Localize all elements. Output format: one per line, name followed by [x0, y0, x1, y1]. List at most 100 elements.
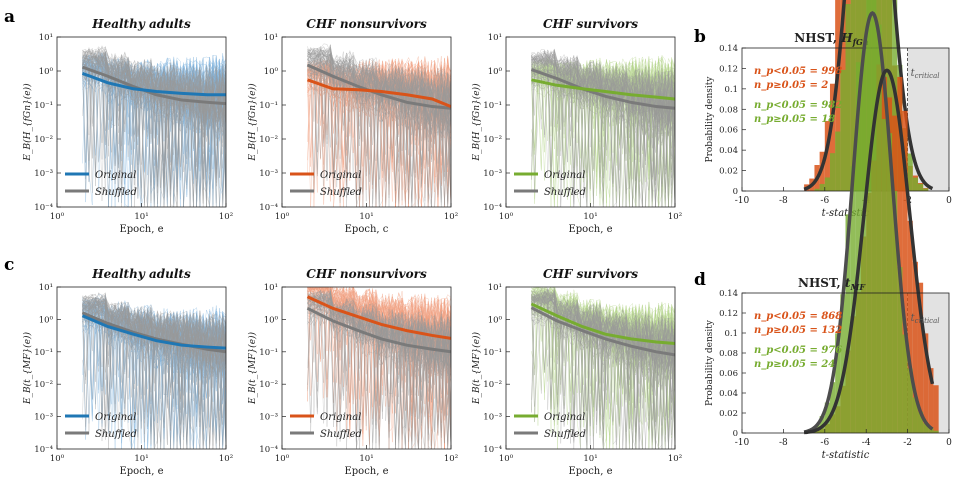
green-histogram-bar: [892, 190, 898, 433]
y-axis-label: E_B(t_{MF}(e)): [471, 331, 482, 405]
y-tick-label: 10⁰: [39, 67, 54, 77]
y-tick-label: 10⁰: [488, 67, 503, 77]
shuffled-mean-line: [530, 306, 675, 357]
y-tick-label: 10⁻¹: [34, 101, 53, 111]
original-mean-line: [530, 302, 675, 346]
y-tick-label: 0.14: [719, 44, 738, 54]
green-histogram-bar: [814, 188, 820, 191]
shuffled-mean-line: [530, 68, 675, 110]
green-histogram-bar: [835, 333, 841, 433]
x-tick-label: 10¹: [583, 212, 597, 222]
panel-traces-2: [530, 47, 675, 207]
orange-count-significant: n_p<0.05 = 868: [754, 311, 842, 322]
y-tick-label: 10¹: [488, 283, 502, 293]
x-tick-label: 10¹: [583, 454, 597, 464]
y-tick-label: 10⁻⁴: [259, 445, 278, 455]
y-tick-label: 10⁻²: [483, 380, 502, 390]
x-tick-label: 10⁰: [499, 454, 514, 464]
orange-histogram-bar: [912, 261, 918, 433]
y-axis-label: E_B(H_{fGn}(e)): [247, 83, 258, 162]
y-tick-label: 10⁻³: [483, 169, 502, 179]
y-tick-label: 0.02: [719, 409, 738, 419]
panel-traces-3: [81, 292, 226, 449]
x-tick-label: 10¹: [359, 454, 373, 464]
x-tick-label: -8: [779, 196, 788, 206]
y-tick-label: 10⁰: [264, 315, 279, 325]
legend-original-label: Original: [544, 170, 585, 181]
y-tick-label: 10⁻¹: [259, 348, 278, 358]
y-tick-label: 10⁻⁴: [259, 203, 278, 213]
shuffled-mean-line: [81, 311, 226, 354]
x-tick-label: -6: [820, 438, 829, 448]
green-histogram-bar: [855, 62, 862, 434]
hist-panel-d: -10 -8 -6 -4 -2 0 0 0.02 0.04 0.06 0.08 0.1 0.12 0.14…: [705, 0, 952, 461]
green-count-nonsignificant: n_p≥0.05 = 18: [754, 114, 835, 125]
title-symbol: H: [840, 31, 853, 45]
panel-traces-4: [306, 287, 451, 449]
y-tick-label: 10⁻⁴: [34, 445, 53, 455]
x-tick-label: -8: [779, 438, 788, 448]
y-tick-label: 10⁻³: [34, 413, 53, 423]
x-axis-label: Epoch, e: [119, 466, 163, 477]
green-histogram-bar: [933, 430, 939, 433]
y-tick-label: 0.08: [719, 105, 738, 115]
orange-histogram-bar: [902, 110, 908, 434]
y-tick-label: 10⁻²: [259, 380, 278, 390]
y-tick-label: 10⁻³: [259, 169, 278, 179]
y-tick-label: 0.1: [724, 329, 738, 339]
panel-title: NHST, tMF: [798, 276, 866, 292]
panel-title: Healthy adults: [91, 17, 191, 31]
y-tick-label: 10¹: [264, 283, 278, 293]
y-tick-label: 10⁻¹: [34, 348, 53, 358]
y-tick-label: 10⁻⁴: [483, 445, 502, 455]
green-histogram-bar: [902, 334, 908, 433]
original-mean-line: [81, 314, 226, 350]
shuffled-mean-line: [81, 65, 226, 106]
green-histogram-bar: [829, 153, 836, 191]
panel-letter-a: a: [4, 7, 15, 27]
legend-original-label: Original: [320, 170, 361, 181]
green-histogram-bar: [881, 119, 887, 433]
x-tick-label: 0: [946, 438, 952, 448]
green-histogram-bar: [923, 188, 929, 191]
x-tick-label: 10²: [668, 454, 682, 464]
panel-traces-1: [306, 43, 451, 207]
x-axis-label: Epoch, c: [345, 224, 389, 235]
green-histogram-bar: [819, 183, 825, 191]
panel-title: CHF nonsurvivors: [306, 267, 427, 281]
green-histogram-bar: [850, 0, 856, 191]
x-axis-label: Epoch, e: [119, 224, 163, 235]
green-histogram-bar: [886, 0, 893, 192]
y-axis-label: E_B(t_{MF}(e)): [22, 331, 33, 405]
normal-fit-curve: [803, 0, 934, 191]
panel-title: CHF survivors: [543, 267, 638, 281]
orange-histogram-bar: [907, 220, 913, 433]
axes-frame: [741, 47, 950, 192]
original-mean-line: [306, 295, 451, 340]
green-histogram-bar: [928, 427, 934, 433]
normal-fit-curve: [803, 68, 935, 435]
original-mean-line: [81, 71, 226, 97]
title-symbol: t: [845, 276, 851, 290]
green-histogram-bar: [861, 48, 867, 433]
x-tick-label: -10: [735, 438, 750, 448]
panel-letter-c: c: [4, 255, 14, 275]
legend-shuffled-label: Shuffled: [95, 187, 137, 198]
x-tick-label: -2: [903, 438, 912, 448]
green-histogram-bar: [871, 0, 877, 434]
y-tick-label: 10⁻²: [259, 135, 278, 145]
green-histogram-bar: [917, 183, 924, 191]
green-histogram-bar: [923, 423, 929, 433]
green-histogram-bar: [897, 267, 903, 433]
x-tick-label: 10²: [444, 454, 458, 464]
legend-shuffled-label: Shuffled: [544, 187, 586, 198]
y-tick-label: 10⁻²: [34, 135, 53, 145]
x-tick-label: 10²: [668, 212, 682, 222]
x-tick-label: 10⁰: [50, 212, 65, 222]
y-tick-label: 10⁻⁴: [483, 203, 502, 213]
y-axis-label: E_B(t_{MF}(e)): [247, 331, 258, 405]
title-subscript: MF: [849, 282, 866, 292]
green-histogram-bar: [876, 24, 882, 433]
